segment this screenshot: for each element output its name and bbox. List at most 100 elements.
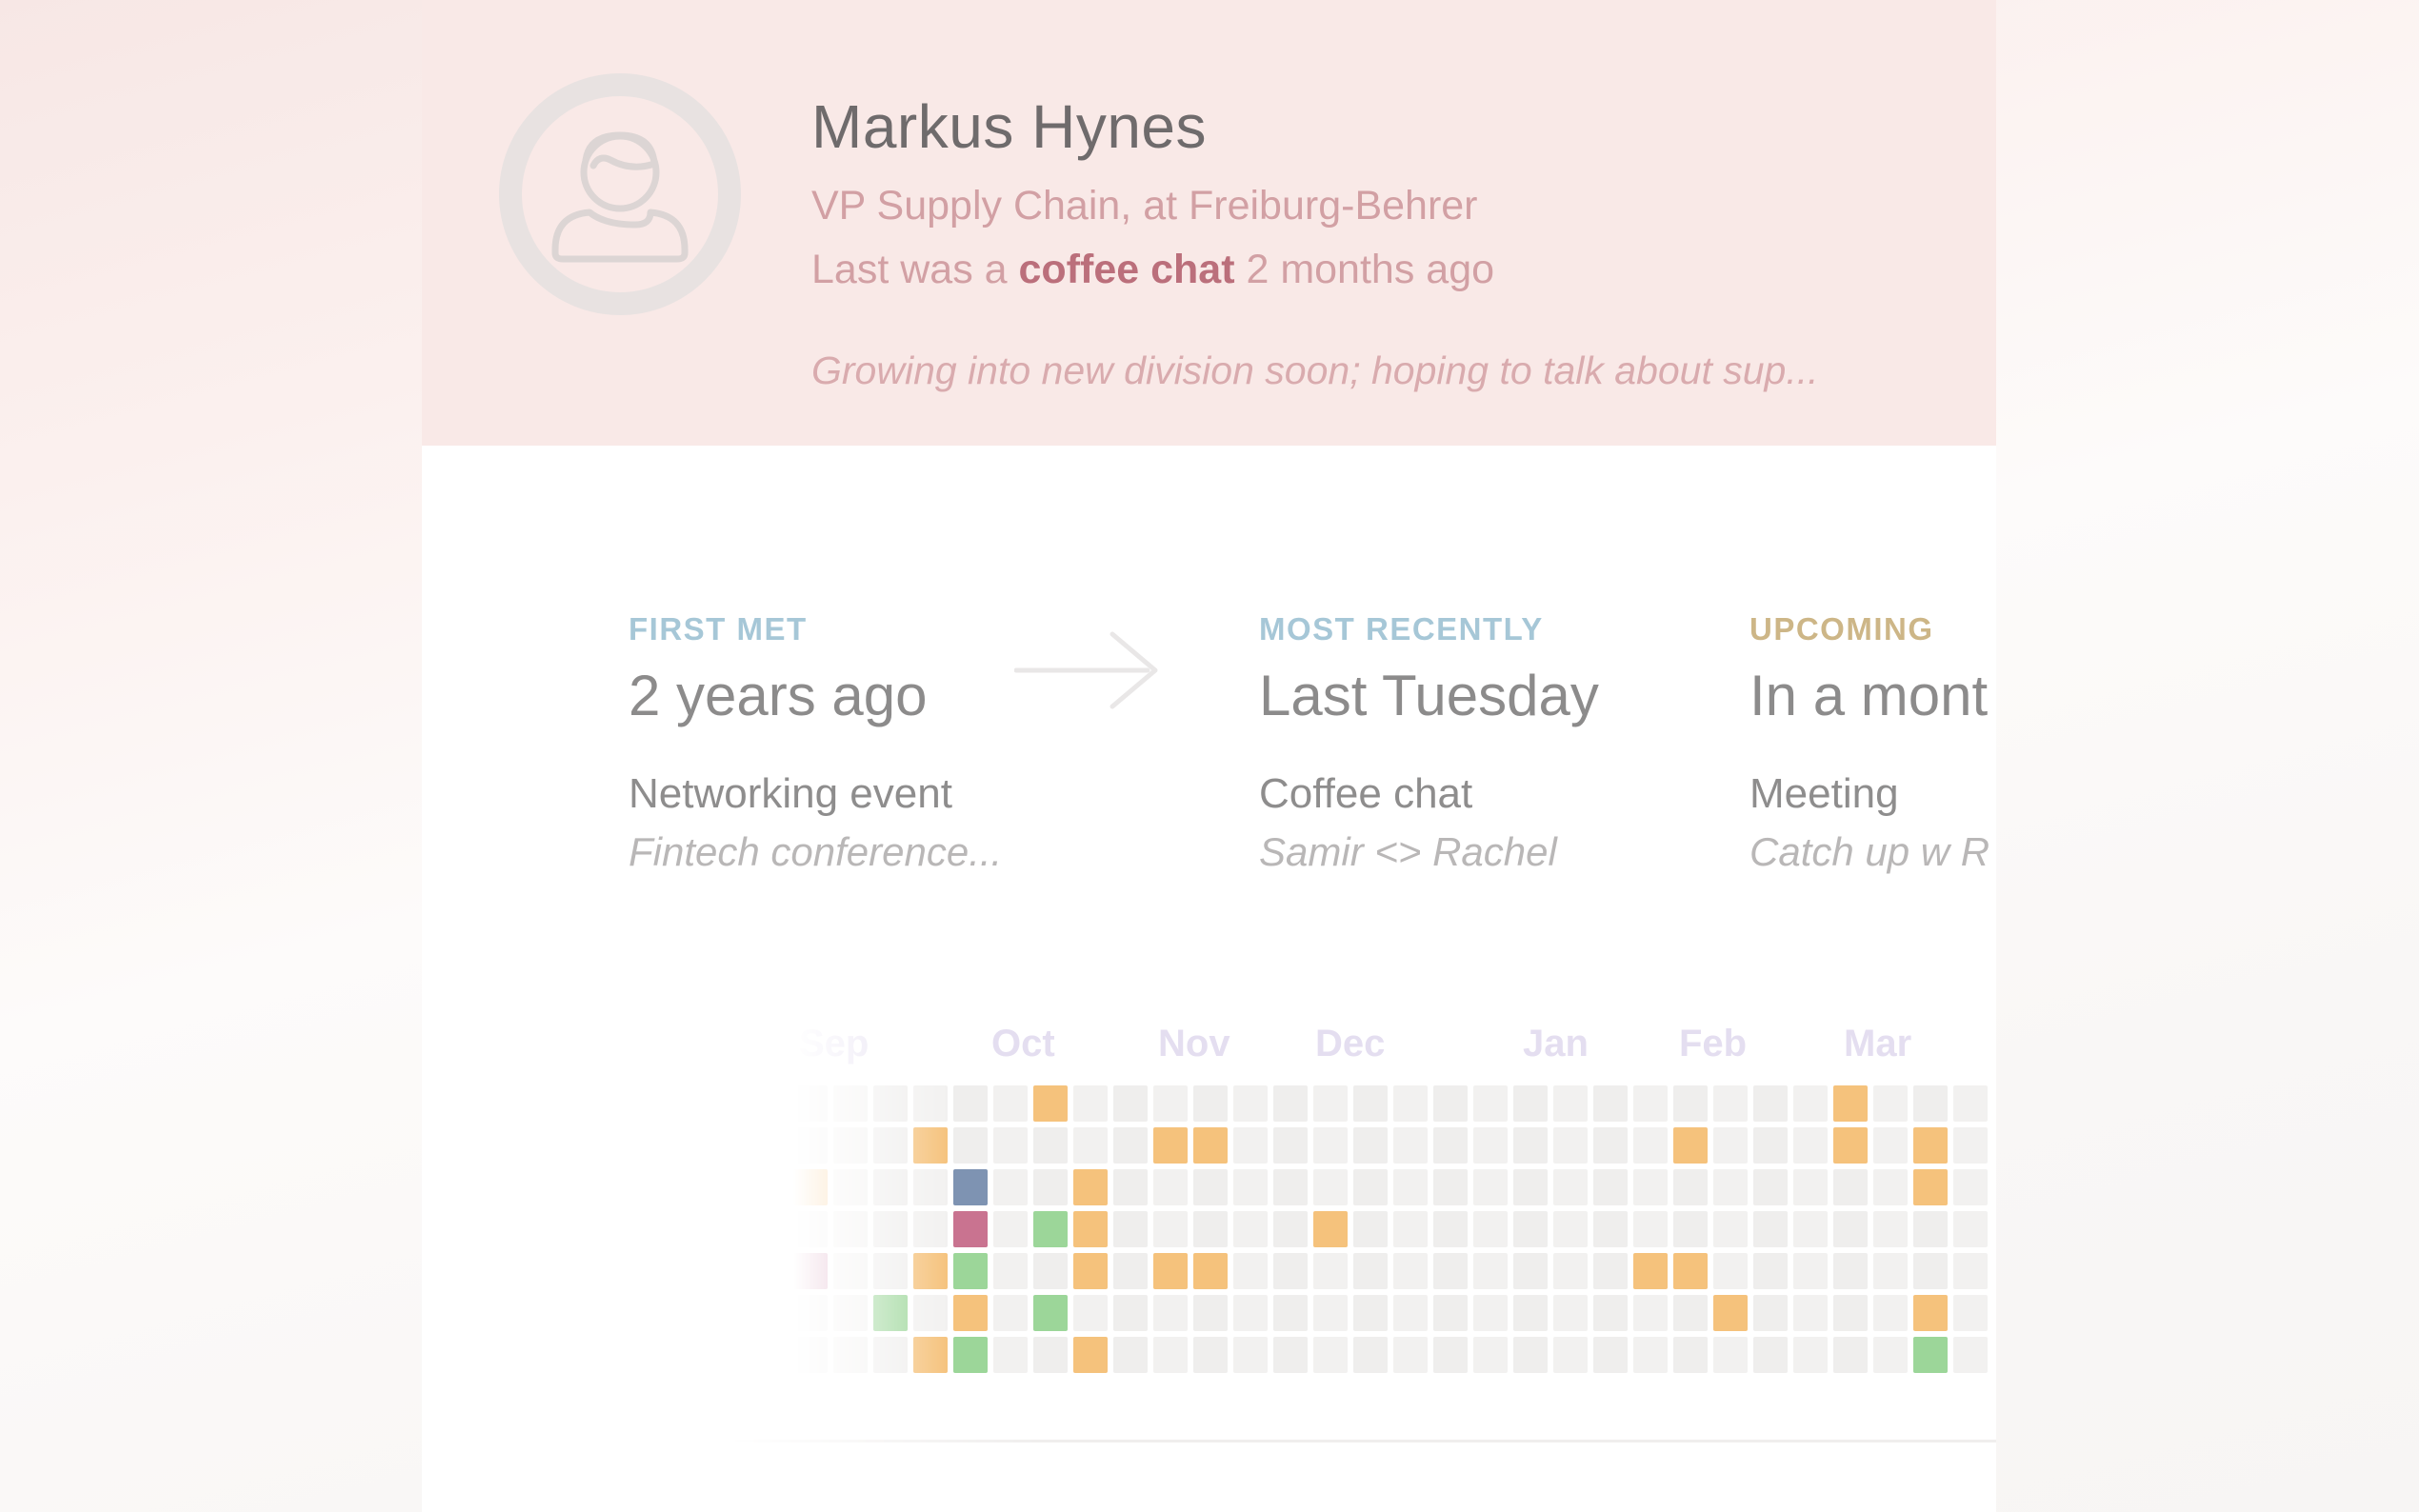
heatmap-cell[interactable] [1953,1295,1988,1331]
heatmap-cell[interactable] [1473,1085,1508,1122]
heatmap-cell[interactable] [1553,1211,1588,1247]
heatmap-cell[interactable] [1673,1295,1708,1331]
heatmap-cell[interactable] [1393,1127,1428,1164]
heatmap-cell[interactable] [953,1337,988,1373]
heatmap-cell[interactable] [1513,1253,1548,1289]
heatmap-cell[interactable] [1713,1211,1748,1247]
heatmap-cell[interactable] [793,1253,828,1289]
heatmap-cell[interactable] [1713,1295,1748,1331]
heatmap-cell[interactable] [953,1169,988,1205]
heatmap-cell[interactable] [1513,1127,1548,1164]
heatmap-cell[interactable] [993,1337,1028,1373]
heatmap-cell[interactable] [793,1127,828,1164]
heatmap-cell[interactable] [1913,1211,1948,1247]
heatmap-cell[interactable] [1633,1169,1668,1205]
heatmap-cell[interactable] [1433,1337,1468,1373]
heatmap-cell[interactable] [1873,1211,1908,1247]
heatmap-cell[interactable] [1313,1085,1348,1122]
heatmap-cell[interactable] [1673,1337,1708,1373]
heatmap-cell[interactable] [1713,1337,1748,1373]
heatmap-cell[interactable] [1113,1253,1148,1289]
heatmap-cell[interactable] [1313,1253,1348,1289]
heatmap-cell[interactable] [873,1211,908,1247]
heatmap-cell[interactable] [1553,1169,1588,1205]
heatmap-cell[interactable] [1913,1127,1948,1164]
heatmap-cell[interactable] [993,1295,1028,1331]
heatmap-cell[interactable] [1433,1085,1468,1122]
heatmap-cell[interactable] [1033,1337,1068,1373]
heatmap-cell[interactable] [1633,1295,1668,1331]
heatmap-cell[interactable] [1793,1169,1828,1205]
heatmap-cell[interactable] [1393,1253,1428,1289]
heatmap-cell[interactable] [1433,1127,1468,1164]
heatmap-cell[interactable] [1033,1085,1068,1122]
heatmap-cell[interactable] [1273,1253,1308,1289]
heatmap-cell[interactable] [873,1295,908,1331]
heatmap-cell[interactable] [833,1295,868,1331]
heatmap-cell[interactable] [1833,1253,1868,1289]
heatmap-cell[interactable] [913,1295,948,1331]
heatmap-cell[interactable] [1833,1169,1868,1205]
heatmap-cell[interactable] [1553,1295,1588,1331]
heatmap-cell[interactable] [1513,1211,1548,1247]
heatmap-cell[interactable] [1513,1085,1548,1122]
heatmap-cell[interactable] [1153,1127,1188,1164]
heatmap-cell[interactable] [993,1211,1028,1247]
heatmap-cell[interactable] [1193,1211,1228,1247]
heatmap-cell[interactable] [1593,1337,1628,1373]
heatmap-cell[interactable] [1113,1295,1148,1331]
heatmap-cell[interactable] [1873,1127,1908,1164]
heatmap-cell[interactable] [1833,1211,1868,1247]
heatmap-cell[interactable] [1673,1211,1708,1247]
heatmap-cell[interactable] [1793,1253,1828,1289]
heatmap-cell[interactable] [1513,1295,1548,1331]
heatmap-cell[interactable] [1513,1337,1548,1373]
heatmap-cell[interactable] [1633,1127,1668,1164]
heatmap-cell[interactable] [1753,1169,1788,1205]
heatmap-cell[interactable] [953,1211,988,1247]
heatmap-cell[interactable] [913,1337,948,1373]
heatmap-cell[interactable] [873,1085,908,1122]
heatmap-cell[interactable] [1753,1337,1788,1373]
heatmap-cell[interactable] [1193,1337,1228,1373]
heatmap-cell[interactable] [1913,1295,1948,1331]
heatmap-cell[interactable] [993,1127,1028,1164]
heatmap-cell[interactable] [1593,1295,1628,1331]
heatmap-cell[interactable] [1393,1085,1428,1122]
heatmap-cell[interactable] [1313,1169,1348,1205]
heatmap-cell[interactable] [1033,1295,1068,1331]
heatmap-cell[interactable] [1673,1253,1708,1289]
heatmap-cell[interactable] [1553,1127,1588,1164]
heatmap-cell[interactable] [1553,1253,1588,1289]
heatmap-cell[interactable] [1233,1295,1268,1331]
heatmap-cell[interactable] [1193,1127,1228,1164]
heatmap-cell[interactable] [1753,1127,1788,1164]
heatmap-cell[interactable] [1913,1337,1948,1373]
heatmap-cell[interactable] [833,1253,868,1289]
heatmap-cell[interactable] [953,1295,988,1331]
heatmap-cell[interactable] [1633,1085,1668,1122]
heatmap-cell[interactable] [1073,1169,1108,1205]
heatmap-cell[interactable] [1953,1337,1988,1373]
heatmap-cell[interactable] [1833,1127,1868,1164]
heatmap-cell[interactable] [833,1127,868,1164]
heatmap-cell[interactable] [1873,1169,1908,1205]
heatmap-cell[interactable] [1273,1169,1308,1205]
heatmap-cell[interactable] [1793,1127,1828,1164]
heatmap-cell[interactable] [833,1337,868,1373]
heatmap-cell[interactable] [1153,1253,1188,1289]
heatmap-cell[interactable] [1073,1295,1108,1331]
heatmap-cell[interactable] [1313,1337,1348,1373]
heatmap-cell[interactable] [793,1085,828,1122]
heatmap-cell[interactable] [1953,1127,1988,1164]
heatmap-cell[interactable] [1393,1295,1428,1331]
heatmap-cell[interactable] [1633,1211,1668,1247]
heatmap-cell[interactable] [1233,1085,1268,1122]
heatmap-cell[interactable] [1233,1169,1268,1205]
heatmap-cell[interactable] [1113,1127,1148,1164]
last-interaction-type[interactable]: coffee chat [1018,247,1235,292]
heatmap-cell[interactable] [1273,1337,1308,1373]
heatmap-cell[interactable] [1673,1127,1708,1164]
heatmap-cell[interactable] [1873,1295,1908,1331]
heatmap-cell[interactable] [1553,1085,1588,1122]
